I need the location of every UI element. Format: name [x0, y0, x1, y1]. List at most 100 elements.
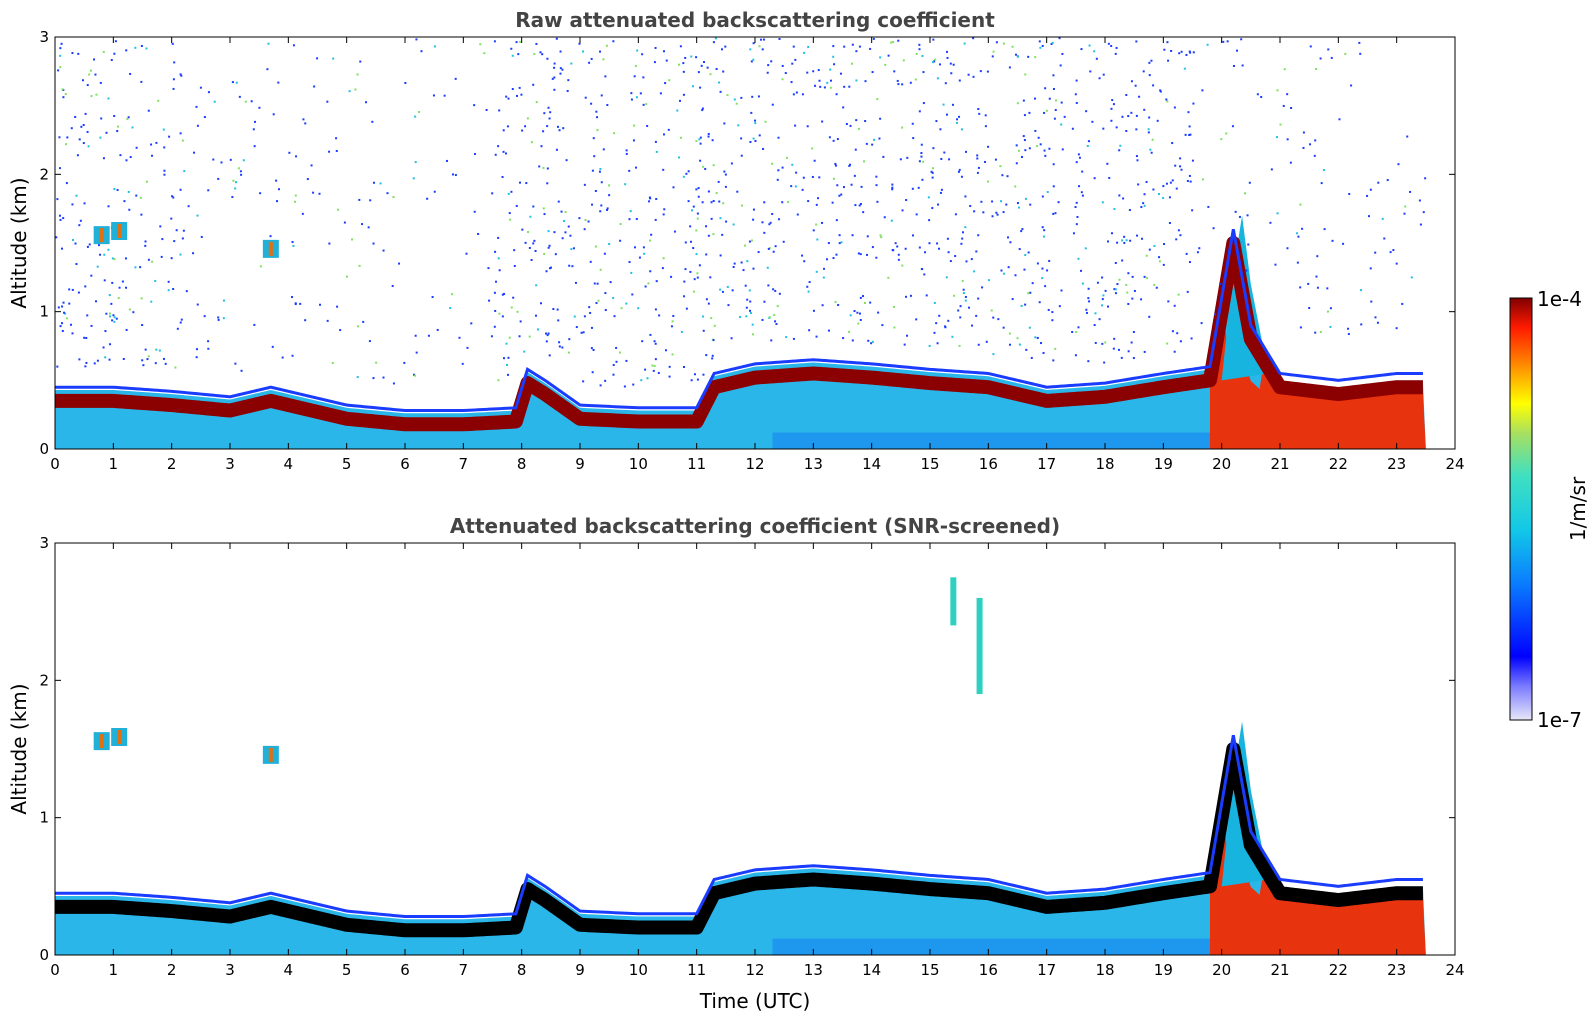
noise-pixel [288, 151, 291, 154]
noise-pixel [803, 260, 806, 263]
noise-pixel [817, 69, 820, 72]
noise-pixel [1424, 177, 1427, 180]
noise-pixel [661, 267, 664, 270]
noise-pixel [95, 93, 98, 96]
noise-pixel [82, 142, 85, 145]
noise-pixel [939, 191, 942, 194]
noise-pixel [905, 295, 908, 298]
noise-pixel [276, 200, 279, 203]
noise-pixel [657, 371, 660, 374]
noise-pixel [781, 201, 784, 204]
noise-pixel [896, 245, 899, 248]
noise-pixel [60, 42, 63, 45]
noise-pixel [959, 305, 962, 308]
noise-pixel [600, 181, 603, 184]
noise-pixel [832, 257, 835, 260]
noise-pixel [894, 242, 897, 245]
noise-pixel [772, 250, 775, 253]
noise-pixel [1110, 232, 1113, 235]
noise-pixel [1036, 145, 1039, 148]
x-tick-label: 14 [862, 455, 881, 473]
noise-pixel [678, 156, 681, 159]
noise-pixel [689, 240, 692, 243]
noise-pixel [1246, 214, 1249, 217]
noise-pixel [763, 231, 766, 234]
noise-pixel [823, 86, 826, 89]
noise-pixel [254, 120, 257, 123]
noise-pixel [1127, 115, 1130, 118]
x-tick-label: 17 [1037, 961, 1056, 979]
noise-pixel [938, 63, 941, 66]
noise-pixel [1389, 251, 1392, 254]
noise-pixel [680, 330, 683, 333]
noise-pixel [207, 91, 210, 94]
noise-pixel [71, 203, 74, 206]
noise-pixel [692, 247, 695, 250]
noise-pixel [1173, 350, 1176, 353]
noise-pixel [833, 63, 836, 66]
noise-pixel [1148, 116, 1151, 119]
noise-pixel [999, 200, 1002, 203]
aerosol-lower-band [772, 432, 1210, 449]
noise-pixel [144, 244, 147, 247]
noise-pixel [172, 78, 175, 81]
noise-pixel [720, 48, 723, 51]
noise-pixel [1101, 201, 1104, 204]
noise-pixel [1117, 348, 1120, 351]
noise-pixel [1315, 67, 1318, 70]
noise-pixel [1133, 289, 1136, 292]
noise-pixel [203, 116, 206, 119]
noise-pixel [1051, 41, 1054, 44]
noise-pixel [976, 171, 979, 174]
noise-pixel [1149, 148, 1152, 151]
noise-pixel [1183, 67, 1186, 70]
noise-pixel [86, 314, 89, 317]
noise-pixel [744, 284, 747, 287]
noise-pixel [781, 166, 784, 169]
noise-pixel [887, 276, 890, 279]
noise-pixel [978, 112, 981, 115]
noise-pixel [955, 121, 958, 124]
noise-pixel [1114, 52, 1117, 55]
x-tick-label: 3 [225, 455, 235, 473]
noise-pixel [533, 53, 536, 56]
noise-speckles [55, 37, 1427, 388]
noise-pixel [359, 60, 362, 63]
noise-pixel [1042, 235, 1045, 238]
noise-pixel [173, 61, 176, 64]
x-tick-label: 11 [687, 455, 706, 473]
noise-pixel [479, 43, 482, 46]
noise-pixel [141, 359, 144, 362]
noise-pixel [751, 333, 754, 336]
noise-pixel [1157, 193, 1160, 196]
noise-pixel [498, 312, 501, 315]
noise-pixel [336, 305, 339, 308]
noise-pixel [1130, 341, 1133, 344]
noise-pixel [1043, 111, 1046, 114]
noise-pixel [231, 81, 234, 84]
noise-pixel [1086, 145, 1089, 148]
noise-pixel [100, 117, 103, 120]
noise-pixel [590, 57, 593, 60]
noise-pixel [1024, 149, 1027, 152]
noise-pixel [1241, 64, 1244, 67]
noise-pixel [335, 137, 338, 140]
noise-pixel [497, 236, 500, 239]
noise-pixel [140, 80, 143, 83]
noise-pixel [535, 42, 538, 45]
noise-pixel [240, 173, 243, 176]
noise-pixel [553, 231, 556, 234]
noise-pixel [556, 308, 559, 311]
noise-pixel [1168, 196, 1171, 199]
noise-pixel [682, 62, 685, 65]
noise-pixel [326, 319, 329, 322]
noise-pixel [891, 186, 894, 189]
noise-pixel [683, 295, 686, 298]
noise-pixel [83, 336, 86, 339]
noise-pixel [811, 175, 814, 178]
x-tick-label: 19 [1154, 961, 1173, 979]
noise-pixel [901, 126, 904, 129]
noise-pixel [711, 139, 714, 142]
colorbar-gradient [1509, 297, 1533, 721]
noise-pixel [558, 345, 561, 348]
